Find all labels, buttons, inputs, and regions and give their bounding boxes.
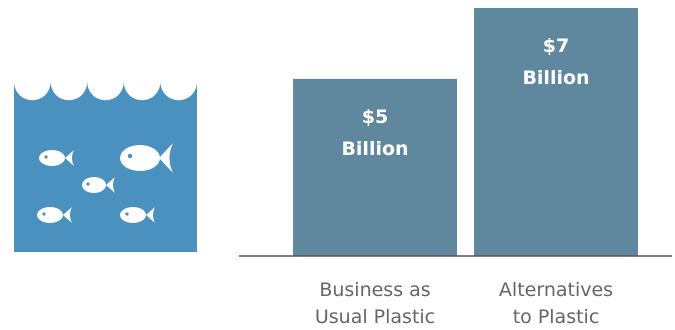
bars: $5 Billion $7 Billion: [293, 8, 638, 256]
category-label: Business as: [319, 279, 430, 301]
category-labels: Business as Usual Plastic Alternatives to P…: [315, 279, 613, 328]
category-label: Alternatives: [499, 279, 613, 301]
bar-value-label: Billion: [522, 67, 589, 89]
bar-1: [293, 78, 457, 256]
bar-value-label: $7: [543, 35, 569, 57]
bar-value-label: Billion: [341, 138, 408, 160]
bar-value-label: $5: [362, 106, 388, 128]
ocean-water: [14, 82, 197, 252]
bar-2: [474, 8, 638, 256]
ocean-fish-icon: [14, 72, 197, 252]
wave-crests: [14, 72, 197, 101]
fish-school: [37, 143, 173, 223]
category-label: Usual Plastic: [315, 306, 435, 328]
category-label: to Plastic: [513, 306, 600, 328]
